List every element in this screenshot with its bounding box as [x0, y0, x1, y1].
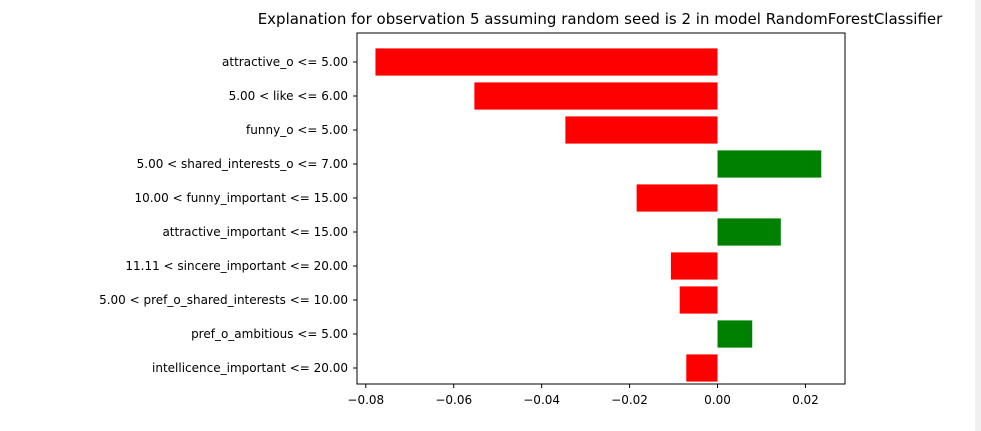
- bar-6: [670, 252, 718, 280]
- bar-0: [375, 48, 718, 76]
- y-tick-labels: attractive_o <= 5.00 5.00 < like <= 6.00 f…: [99, 55, 357, 375]
- bar-2: [565, 116, 718, 144]
- x-tick-label-0: −0.08: [347, 393, 384, 407]
- x-tick-label-5: 0.02: [792, 393, 819, 407]
- x-tick-label-1: −0.06: [435, 393, 472, 407]
- bar-4: [636, 184, 718, 212]
- y-tick-label-2: funny_o <= 5.00: [246, 123, 348, 137]
- y-tick-label-9: intellicence_important <= 20.00: [152, 361, 348, 375]
- y-tick-label-0: attractive_o <= 5.00: [222, 55, 348, 69]
- bar-7: [679, 286, 718, 314]
- bar-1: [474, 82, 718, 110]
- y-tick-label-5: attractive_important <= 15.00: [162, 225, 348, 239]
- plot-frame: [356, 32, 846, 385]
- bar-3: [717, 150, 822, 178]
- y-tick-label-6: 11.11 < sincere_important <= 20.00: [125, 259, 348, 273]
- x-axis: −0.08 −0.06 −0.04 −0.02 0.00 0.02: [347, 384, 819, 407]
- x-tick-label-2: −0.04: [523, 393, 560, 407]
- bar-5: [717, 218, 781, 246]
- chart-title: Explanation for observation 5 assuming r…: [258, 10, 943, 28]
- bar-8: [717, 320, 753, 348]
- y-tick-label-3: 5.00 < shared_interests_o <= 7.00: [137, 157, 348, 171]
- x-tick-label-4: 0.00: [704, 393, 731, 407]
- bar-9: [686, 354, 718, 382]
- y-tick-label-8: pref_o_ambitious <= 5.00: [191, 327, 348, 341]
- y-tick-label-7: 5.00 < pref_o_shared_interests <= 10.00: [99, 293, 348, 307]
- bars-group: [375, 48, 822, 382]
- y-tick-label-1: 5.00 < like <= 6.00: [229, 89, 348, 103]
- window-edge: [975, 0, 981, 431]
- x-tick-label-3: −0.02: [611, 393, 648, 407]
- y-tick-label-4: 10.00 < funny_important <= 15.00: [134, 191, 348, 205]
